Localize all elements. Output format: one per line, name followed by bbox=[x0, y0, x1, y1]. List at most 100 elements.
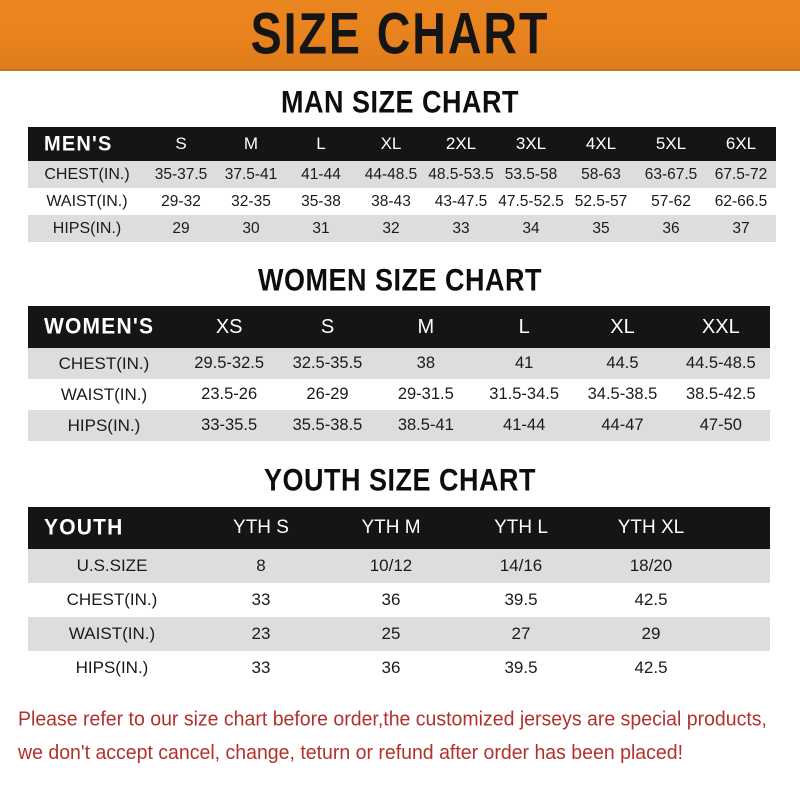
men-corner-label: MEN'S bbox=[44, 131, 113, 156]
men-hips-l: 31 bbox=[312, 219, 330, 237]
men-waist-3xl: 47.5-52.5 bbox=[498, 192, 564, 210]
women-col-s: S bbox=[320, 315, 335, 338]
men-waist-5xl: 57-62 bbox=[651, 192, 691, 210]
youth-chest-xl: 42.5 bbox=[634, 590, 668, 609]
men-chest-xl: 44-48.5 bbox=[364, 165, 418, 183]
youth-ussize-l: 14/16 bbox=[499, 556, 543, 575]
youth-row-label-ussize: U.S.SIZE bbox=[76, 556, 148, 575]
footer-line-1: Please refer to our size chart before or… bbox=[18, 707, 767, 731]
women-size-table: WOMEN'S XS S M L XL XXL CHEST(IN.) 29.5-… bbox=[28, 306, 770, 441]
women-hips-xl: 44-47 bbox=[601, 416, 644, 434]
footer-line-2: we don't accept cancel, change, teturn o… bbox=[18, 740, 683, 764]
women-header-row: WOMEN'S XS S M L XL XXL bbox=[28, 306, 770, 348]
men-waist-4xl: 52.5-57 bbox=[574, 192, 628, 210]
men-waist-xl: 38-43 bbox=[371, 192, 411, 210]
table-row: HIPS(IN.) 33-35.5 35.5-38.5 38.5-41 41-4… bbox=[28, 410, 770, 441]
men-col-l: L bbox=[316, 134, 326, 153]
men-chest-s: 35-37.5 bbox=[154, 165, 208, 183]
women-col-xxl: XXL bbox=[701, 315, 740, 338]
women-row-label-chest: CHEST(IN.) bbox=[58, 353, 150, 373]
men-col-2xl: 2XL bbox=[445, 134, 477, 153]
women-table-body: CHEST(IN.) 29.5-32.5 32.5-35.5 38 41 44.… bbox=[28, 348, 770, 441]
men-row-label-waist: WAIST(IN.) bbox=[46, 192, 128, 210]
men-chest-5xl: 63-67.5 bbox=[644, 165, 698, 183]
women-col-xs: XS bbox=[215, 315, 243, 338]
youth-col-s: YTH S bbox=[233, 517, 289, 538]
men-col-m: M bbox=[243, 134, 259, 153]
men-table-header: MEN'S S M L XL 2XL 3XL 4XL 5XL 6XL bbox=[28, 127, 776, 161]
youth-waist-xl: 29 bbox=[641, 624, 661, 643]
youth-hips-s: 33 bbox=[251, 658, 271, 677]
men-chest-m: 37.5-41 bbox=[224, 165, 278, 183]
men-col-5xl: 5XL bbox=[655, 134, 687, 153]
table-row: HIPS(IN.) 29 30 31 32 33 34 35 36 37 bbox=[28, 215, 776, 242]
youth-waist-empty bbox=[716, 617, 770, 651]
men-header-row: MEN'S S M L XL 2XL 3XL 4XL 5XL 6XL bbox=[28, 127, 776, 161]
men-col-s: S bbox=[175, 134, 187, 153]
men-hips-xl: 32 bbox=[382, 219, 400, 237]
youth-ussize-xl: 18/20 bbox=[629, 556, 673, 575]
women-waist-s: 26-29 bbox=[306, 385, 349, 403]
women-corner-cell: WOMEN'S bbox=[28, 305, 180, 349]
youth-hips-l: 39.5 bbox=[504, 658, 538, 677]
women-chest-xxl: 44.5-48.5 bbox=[685, 354, 756, 372]
youth-ussize-empty bbox=[716, 549, 770, 583]
women-table-header: WOMEN'S XS S M L XL XXL bbox=[28, 306, 770, 348]
men-corner-cell: MEN'S bbox=[28, 126, 146, 162]
youth-header-row: YOUTH YTH S YTH M YTH L YTH XL bbox=[28, 507, 770, 549]
youth-row-label-chest: CHEST(IN.) bbox=[66, 590, 158, 609]
youth-row-label-hips: HIPS(IN.) bbox=[75, 658, 149, 677]
youth-chest-l: 39.5 bbox=[504, 590, 538, 609]
table-row: U.S.SIZE 8 10/12 14/16 18/20 bbox=[28, 549, 770, 583]
men-hips-2xl: 33 bbox=[452, 219, 470, 237]
youth-corner-label: YOUTH bbox=[44, 515, 124, 540]
men-hips-5xl: 36 bbox=[662, 219, 680, 237]
youth-section-title: YOUTH SIZE CHART bbox=[263, 462, 536, 498]
men-waist-l: 35-38 bbox=[301, 192, 341, 210]
men-hips-s: 29 bbox=[172, 219, 190, 237]
women-hips-l: 41-44 bbox=[503, 416, 546, 434]
youth-hips-empty bbox=[716, 651, 770, 685]
men-chest-6xl: 67.5-72 bbox=[714, 165, 768, 183]
youth-col-m: YTH M bbox=[361, 517, 421, 538]
women-chest-s: 32.5-35.5 bbox=[292, 354, 363, 372]
men-waist-s: 29-32 bbox=[161, 192, 201, 210]
women-table: WOMEN'S XS S M L XL XXL CHEST(IN.) 29.5-… bbox=[28, 306, 770, 441]
youth-chest-empty bbox=[716, 583, 770, 617]
youth-ussize-m: 10/12 bbox=[369, 556, 413, 575]
youth-waist-s: 23 bbox=[251, 624, 271, 643]
women-waist-xxl: 38.5-42.5 bbox=[685, 385, 756, 403]
women-hips-xxl: 47-50 bbox=[699, 416, 742, 434]
table-row: HIPS(IN.) 33 36 39.5 42.5 bbox=[28, 651, 770, 685]
men-chest-2xl: 48.5-53.5 bbox=[428, 165, 494, 183]
youth-waist-l: 27 bbox=[511, 624, 531, 643]
youth-ussize-s: 8 bbox=[256, 556, 266, 575]
women-section-title: WOMEN SIZE CHART bbox=[258, 262, 542, 298]
youth-col-empty bbox=[716, 507, 770, 549]
men-col-3xl: 3XL bbox=[515, 134, 547, 153]
men-col-6xl: 6XL bbox=[725, 134, 757, 153]
youth-hips-xl: 42.5 bbox=[634, 658, 668, 677]
youth-row-label-waist: WAIST(IN.) bbox=[68, 624, 156, 643]
men-col-4xl: 4XL bbox=[585, 134, 617, 153]
men-waist-6xl: 62-66.5 bbox=[714, 192, 768, 210]
page-title: SIZE CHART bbox=[250, 1, 550, 67]
men-hips-3xl: 34 bbox=[522, 219, 540, 237]
women-col-l: L bbox=[518, 315, 530, 338]
youth-chest-m: 36 bbox=[381, 590, 401, 609]
women-row-label-waist: WAIST(IN.) bbox=[60, 384, 148, 404]
women-col-xl: XL bbox=[610, 315, 635, 338]
table-row: WAIST(IN.) 29-32 32-35 35-38 38-43 43-47… bbox=[28, 188, 776, 215]
men-hips-4xl: 35 bbox=[592, 219, 610, 237]
women-chest-xl: 44.5 bbox=[606, 354, 639, 372]
table-row: CHEST(IN.) 33 36 39.5 42.5 bbox=[28, 583, 770, 617]
women-waist-xl: 34.5-38.5 bbox=[587, 385, 658, 403]
women-waist-m: 29-31.5 bbox=[397, 385, 454, 403]
men-row-label-hips: HIPS(IN.) bbox=[52, 219, 122, 237]
youth-col-l: YTH L bbox=[494, 517, 548, 538]
page-banner: SIZE CHART bbox=[0, 0, 800, 71]
youth-col-xl: YTH XL bbox=[617, 517, 685, 538]
men-waist-2xl: 43-47.5 bbox=[434, 192, 488, 210]
men-table-body: CHEST(IN.) 35-37.5 37.5-41 41-44 44-48.5… bbox=[28, 161, 776, 242]
